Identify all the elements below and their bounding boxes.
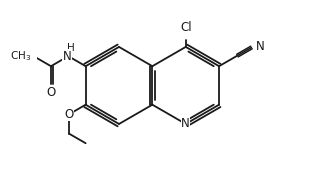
Text: CH$_3$: CH$_3$ <box>10 49 32 63</box>
Text: O: O <box>46 86 56 99</box>
Text: O: O <box>64 108 74 121</box>
Text: H: H <box>67 43 75 53</box>
Text: N: N <box>256 40 265 53</box>
Text: N: N <box>181 117 190 131</box>
Text: Cl: Cl <box>180 21 191 34</box>
Text: N: N <box>63 50 71 63</box>
